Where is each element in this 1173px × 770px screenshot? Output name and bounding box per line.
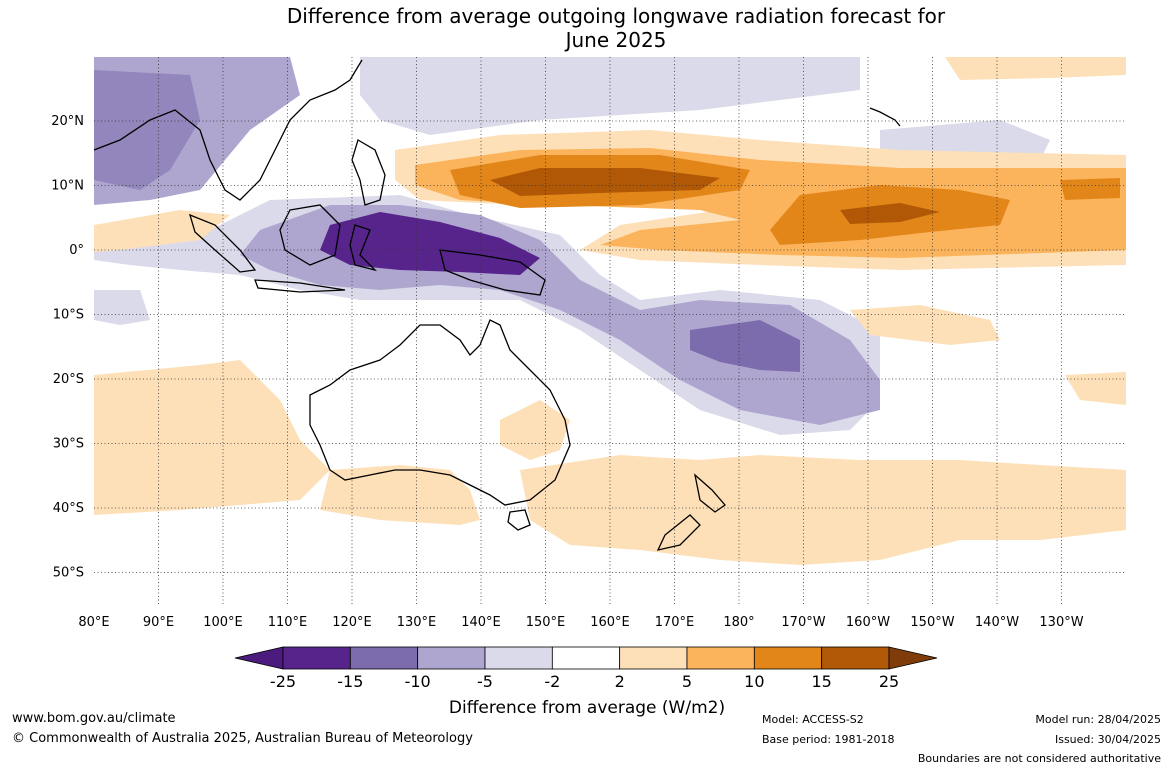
latitude-labels: 20°N 10°N 0° 10°S 20°S 30°S 40°S 50°S (51, 114, 84, 581)
longitude-labels: 80°E 90°E 100°E 110°E 120°E 130°E 140°E 150°E 16… (78, 615, 1083, 630)
colorbar-tick-label: 2 (615, 672, 625, 691)
colorbar-tick-label: -2 (544, 672, 560, 691)
colorbar-segment (349, 646, 419, 670)
mid-purple-south-pacific (690, 320, 800, 372)
longitude-label: 110°E (268, 615, 308, 630)
light-orange-tasman (500, 400, 570, 460)
longitude-label: 140°E (461, 615, 501, 630)
brown-north-core (490, 168, 720, 196)
new-zealand-north-coastline (693, 473, 726, 513)
longitude-label: 150°E (526, 615, 566, 630)
dark-purple-core (320, 212, 540, 275)
longitude-label: 130°W (1039, 615, 1083, 630)
colorbar-segment (417, 646, 486, 670)
tasmania-coastline (507, 509, 531, 531)
colorbar-segment (686, 646, 755, 670)
sulawesi-coastline (349, 224, 378, 272)
longitude-label: 80°E (78, 615, 109, 630)
colorbar-low-extension (234, 646, 284, 670)
footer-website[interactable]: www.bom.gov.au/climate (12, 711, 176, 726)
sumatra-coastline (188, 213, 257, 273)
light-orange-south-west (94, 360, 330, 515)
footer-issued: Issued: 30/04/2025 (1054, 733, 1161, 746)
australia-coastline (309, 319, 571, 506)
map-area (94, 57, 1126, 605)
latitude-label: 30°S (53, 437, 84, 452)
graticule (94, 57, 1126, 605)
longitude-label: 170°W (781, 615, 825, 630)
colorbar-segment (753, 646, 823, 670)
mid-purple-north-west (94, 70, 200, 190)
colorbar-segment (484, 646, 553, 670)
colorbar-tick-label: -10 (405, 672, 431, 691)
hawaii-islands (869, 107, 901, 127)
longitude-label: 160°E (590, 615, 630, 630)
colorbar-segment (282, 646, 351, 670)
colorbar-segment (551, 646, 621, 670)
brown-central-core (840, 203, 940, 224)
longitude-label: 170°E (655, 615, 695, 630)
colorbar-segment (619, 646, 688, 670)
dark-orange-east (1060, 178, 1120, 200)
latitude-label: 40°S (53, 501, 84, 516)
borneo-coastline (279, 204, 341, 266)
latitude-label: 20°N (51, 114, 84, 129)
longitude-label: 160°W (846, 615, 890, 630)
light-orange-south-australia (320, 465, 480, 525)
colorbar-tick-label: -5 (477, 672, 493, 691)
colorbar-tick-label: 5 (682, 672, 692, 691)
latitude-label: 10°N (51, 179, 84, 194)
longitude-label: 100°E (203, 615, 243, 630)
light-orange-ne (945, 57, 1126, 80)
longitude-label: 180° (723, 615, 754, 630)
latitude-label: 20°S (53, 372, 84, 387)
latitude-label: 10°S (53, 308, 84, 323)
light-orange-west-eq (94, 210, 230, 252)
colorbar-high-extension (888, 646, 938, 670)
latitude-label: 50°S (53, 566, 84, 581)
anomaly-fields (94, 57, 1126, 565)
footer-disclaimer: Boundaries are not considered authoritat… (917, 752, 1161, 765)
map-title: Difference from average outgoing longwav… (0, 4, 1173, 52)
pale-purple-west-south (94, 290, 150, 325)
title-line-2: June 2025 (565, 28, 667, 52)
light-orange-south-pacific (520, 455, 1126, 565)
colorbar-tick-label: 25 (879, 672, 899, 691)
colorbar-tick-label: -15 (337, 672, 363, 691)
longitude-label: 140°W (975, 615, 1019, 630)
colorbar-tick-labels: -25 -15 -10 -5 -2 2 5 10 15 25 (270, 672, 899, 691)
colorbar (234, 646, 938, 670)
footer-copyright: © Commonwealth of Australia 2025, Austra… (12, 731, 473, 746)
title-line-1: Difference from average outgoing longwav… (286, 4, 946, 28)
java-coastline (254, 279, 346, 293)
longitude-label: 130°E (397, 615, 437, 630)
footer-model-run: Model run: 28/04/2025 (1035, 713, 1161, 726)
light-orange-east (850, 305, 1000, 345)
philippines-coastline (351, 139, 386, 206)
colorbar-tick-label: 15 (811, 672, 831, 691)
footer-model: Model: ACCESS-S2 (762, 713, 864, 726)
longitude-label: 120°E (332, 615, 372, 630)
colorbar-segment (821, 646, 890, 670)
latitude-label: 0° (69, 243, 84, 258)
footer-base-period: Base period: 1981-2018 (762, 733, 895, 746)
light-orange-far-east (1065, 372, 1126, 405)
colorbar-title: Difference from average (W/m2) (449, 698, 725, 718)
new-zealand-south-coastline (656, 514, 701, 551)
longitude-label: 150°W (910, 615, 954, 630)
colorbar-tick-label: 10 (744, 672, 764, 691)
new-guinea-coastline (439, 249, 546, 296)
colorbar-tick-label: -25 (270, 672, 296, 691)
longitude-label: 90°E (143, 615, 174, 630)
